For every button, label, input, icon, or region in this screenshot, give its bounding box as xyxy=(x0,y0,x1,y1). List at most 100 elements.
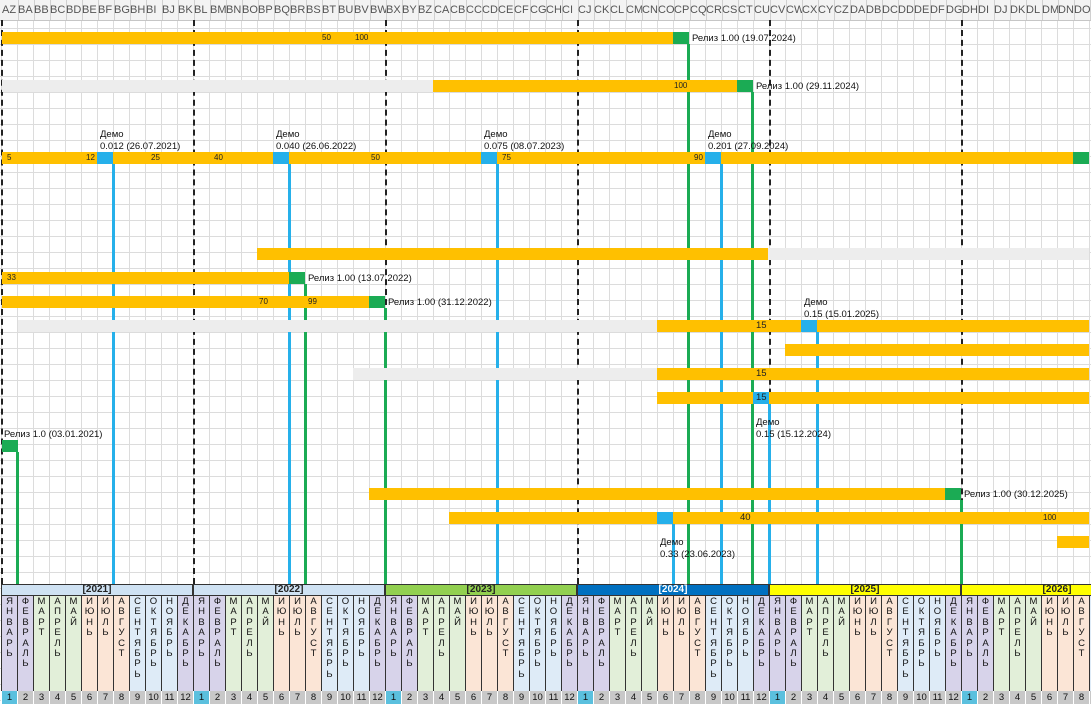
planned-bar[interactable] xyxy=(18,320,657,332)
column-header[interactable]: CJ xyxy=(577,0,595,20)
release-marker[interactable] xyxy=(369,296,385,308)
column-header[interactable]: DL xyxy=(1025,0,1043,20)
column-header[interactable]: BO xyxy=(241,0,259,20)
demo-marker[interactable] xyxy=(657,512,673,524)
release-marker[interactable] xyxy=(1073,152,1089,164)
planned-bar[interactable] xyxy=(768,248,1089,260)
month-cell: АПРЕЛЬ xyxy=(49,596,65,691)
column-header[interactable]: BK xyxy=(177,0,195,20)
demo-marker[interactable] xyxy=(801,320,817,332)
column-header[interactable]: BV xyxy=(353,0,371,20)
column-header[interactable]: BJ xyxy=(161,0,179,20)
column-header[interactable]: BM xyxy=(209,0,227,20)
column-header[interactable]: BT xyxy=(321,0,339,20)
column-header[interactable]: CK xyxy=(593,0,611,20)
progress-bar[interactable] xyxy=(1057,536,1089,548)
column-header[interactable]: CV xyxy=(769,0,787,20)
progress-bar[interactable] xyxy=(433,80,737,92)
progress-bar[interactable] xyxy=(785,344,1089,356)
release-marker[interactable] xyxy=(945,488,961,500)
column-header[interactable]: BY xyxy=(401,0,419,20)
progress-bar[interactable] xyxy=(369,488,945,500)
planned-bar[interactable] xyxy=(353,368,657,380)
release-marker[interactable] xyxy=(673,32,689,44)
column-header[interactable]: CA xyxy=(433,0,451,20)
release-marker[interactable] xyxy=(2,440,18,452)
demo-marker[interactable] xyxy=(705,152,721,164)
column-header[interactable]: DE xyxy=(913,0,931,20)
column-header[interactable]: BH xyxy=(129,0,147,20)
column-header[interactable]: CU xyxy=(753,0,771,20)
column-header[interactable]: DG xyxy=(945,0,963,20)
column-header[interactable]: BX xyxy=(385,0,403,20)
progress-bar[interactable] xyxy=(657,320,1089,332)
column-header[interactable]: BN xyxy=(225,0,243,20)
column-header[interactable]: CD xyxy=(481,0,499,20)
demo-marker[interactable] xyxy=(481,152,497,164)
column-header[interactable]: CN xyxy=(641,0,659,20)
column-header[interactable]: CO xyxy=(657,0,675,20)
column-header[interactable]: BA xyxy=(17,0,35,20)
column-header[interactable]: BQ xyxy=(273,0,291,20)
column-header[interactable]: CS xyxy=(721,0,739,20)
column-header[interactable]: DO xyxy=(1073,0,1091,20)
column-header[interactable]: BG xyxy=(113,0,131,20)
demo-marker[interactable] xyxy=(273,152,289,164)
column-header[interactable]: CG xyxy=(529,0,547,20)
column-header[interactable]: DN xyxy=(1057,0,1075,20)
column-header[interactable]: CY xyxy=(817,0,835,20)
column-header[interactable]: CC xyxy=(465,0,483,20)
column-header[interactable]: DM xyxy=(1041,0,1059,20)
column-header[interactable]: BB xyxy=(33,0,51,20)
column-header[interactable]: CX xyxy=(801,0,819,20)
column-header[interactable]: CB xyxy=(449,0,467,20)
column-header[interactable]: CT xyxy=(737,0,755,20)
column-header[interactable]: AZ xyxy=(1,0,19,20)
progress-bar[interactable] xyxy=(257,248,768,260)
column-header[interactable]: DI xyxy=(977,0,995,20)
release-marker[interactable] xyxy=(737,80,753,92)
column-header[interactable]: CW xyxy=(785,0,803,20)
column-header[interactable]: CP xyxy=(673,0,691,20)
column-header[interactable]: BL xyxy=(193,0,211,20)
column-header[interactable]: DF xyxy=(929,0,947,20)
column-header[interactable]: BW xyxy=(369,0,387,20)
progress-bar[interactable] xyxy=(2,272,289,284)
demo-marker[interactable] xyxy=(97,152,113,164)
release-marker[interactable] xyxy=(289,272,305,284)
column-header[interactable]: BC xyxy=(49,0,67,20)
column-header[interactable]: DK xyxy=(1009,0,1027,20)
progress-bar[interactable] xyxy=(2,32,673,44)
column-header[interactable]: BD xyxy=(65,0,83,20)
progress-bar[interactable] xyxy=(2,296,369,308)
progress-bar[interactable] xyxy=(657,368,1089,380)
progress-bar[interactable] xyxy=(657,392,1089,404)
column-header[interactable]: CI xyxy=(561,0,579,20)
column-header[interactable]: DD xyxy=(897,0,915,20)
progress-bar[interactable] xyxy=(2,152,1074,164)
column-header[interactable]: CZ xyxy=(833,0,851,20)
column-header[interactable]: DC xyxy=(881,0,899,20)
column-header[interactable]: BI xyxy=(145,0,163,20)
progress-bar[interactable] xyxy=(449,512,1089,524)
column-header[interactable]: CH xyxy=(545,0,563,20)
column-header[interactable]: BU xyxy=(337,0,355,20)
column-header[interactable]: CR xyxy=(705,0,723,20)
column-header[interactable]: BE xyxy=(81,0,99,20)
column-header[interactable]: DB xyxy=(865,0,883,20)
column-header[interactable]: BR xyxy=(289,0,307,20)
column-header[interactable]: CL xyxy=(609,0,627,20)
column-header[interactable]: CM xyxy=(625,0,643,20)
column-header[interactable]: BF xyxy=(97,0,115,20)
planned-bar[interactable] xyxy=(2,80,433,92)
column-header[interactable]: BS xyxy=(305,0,323,20)
column-header[interactable]: CQ xyxy=(689,0,707,20)
column-header[interactable]: BZ xyxy=(417,0,435,20)
column-header[interactable]: DJ xyxy=(993,0,1011,20)
column-header[interactable]: DA xyxy=(849,0,867,20)
demo-marker[interactable] xyxy=(753,392,769,404)
column-header[interactable]: CF xyxy=(513,0,531,20)
column-header[interactable]: BP xyxy=(257,0,275,20)
column-header[interactable]: DH xyxy=(961,0,979,20)
column-header[interactable]: CE xyxy=(497,0,515,20)
